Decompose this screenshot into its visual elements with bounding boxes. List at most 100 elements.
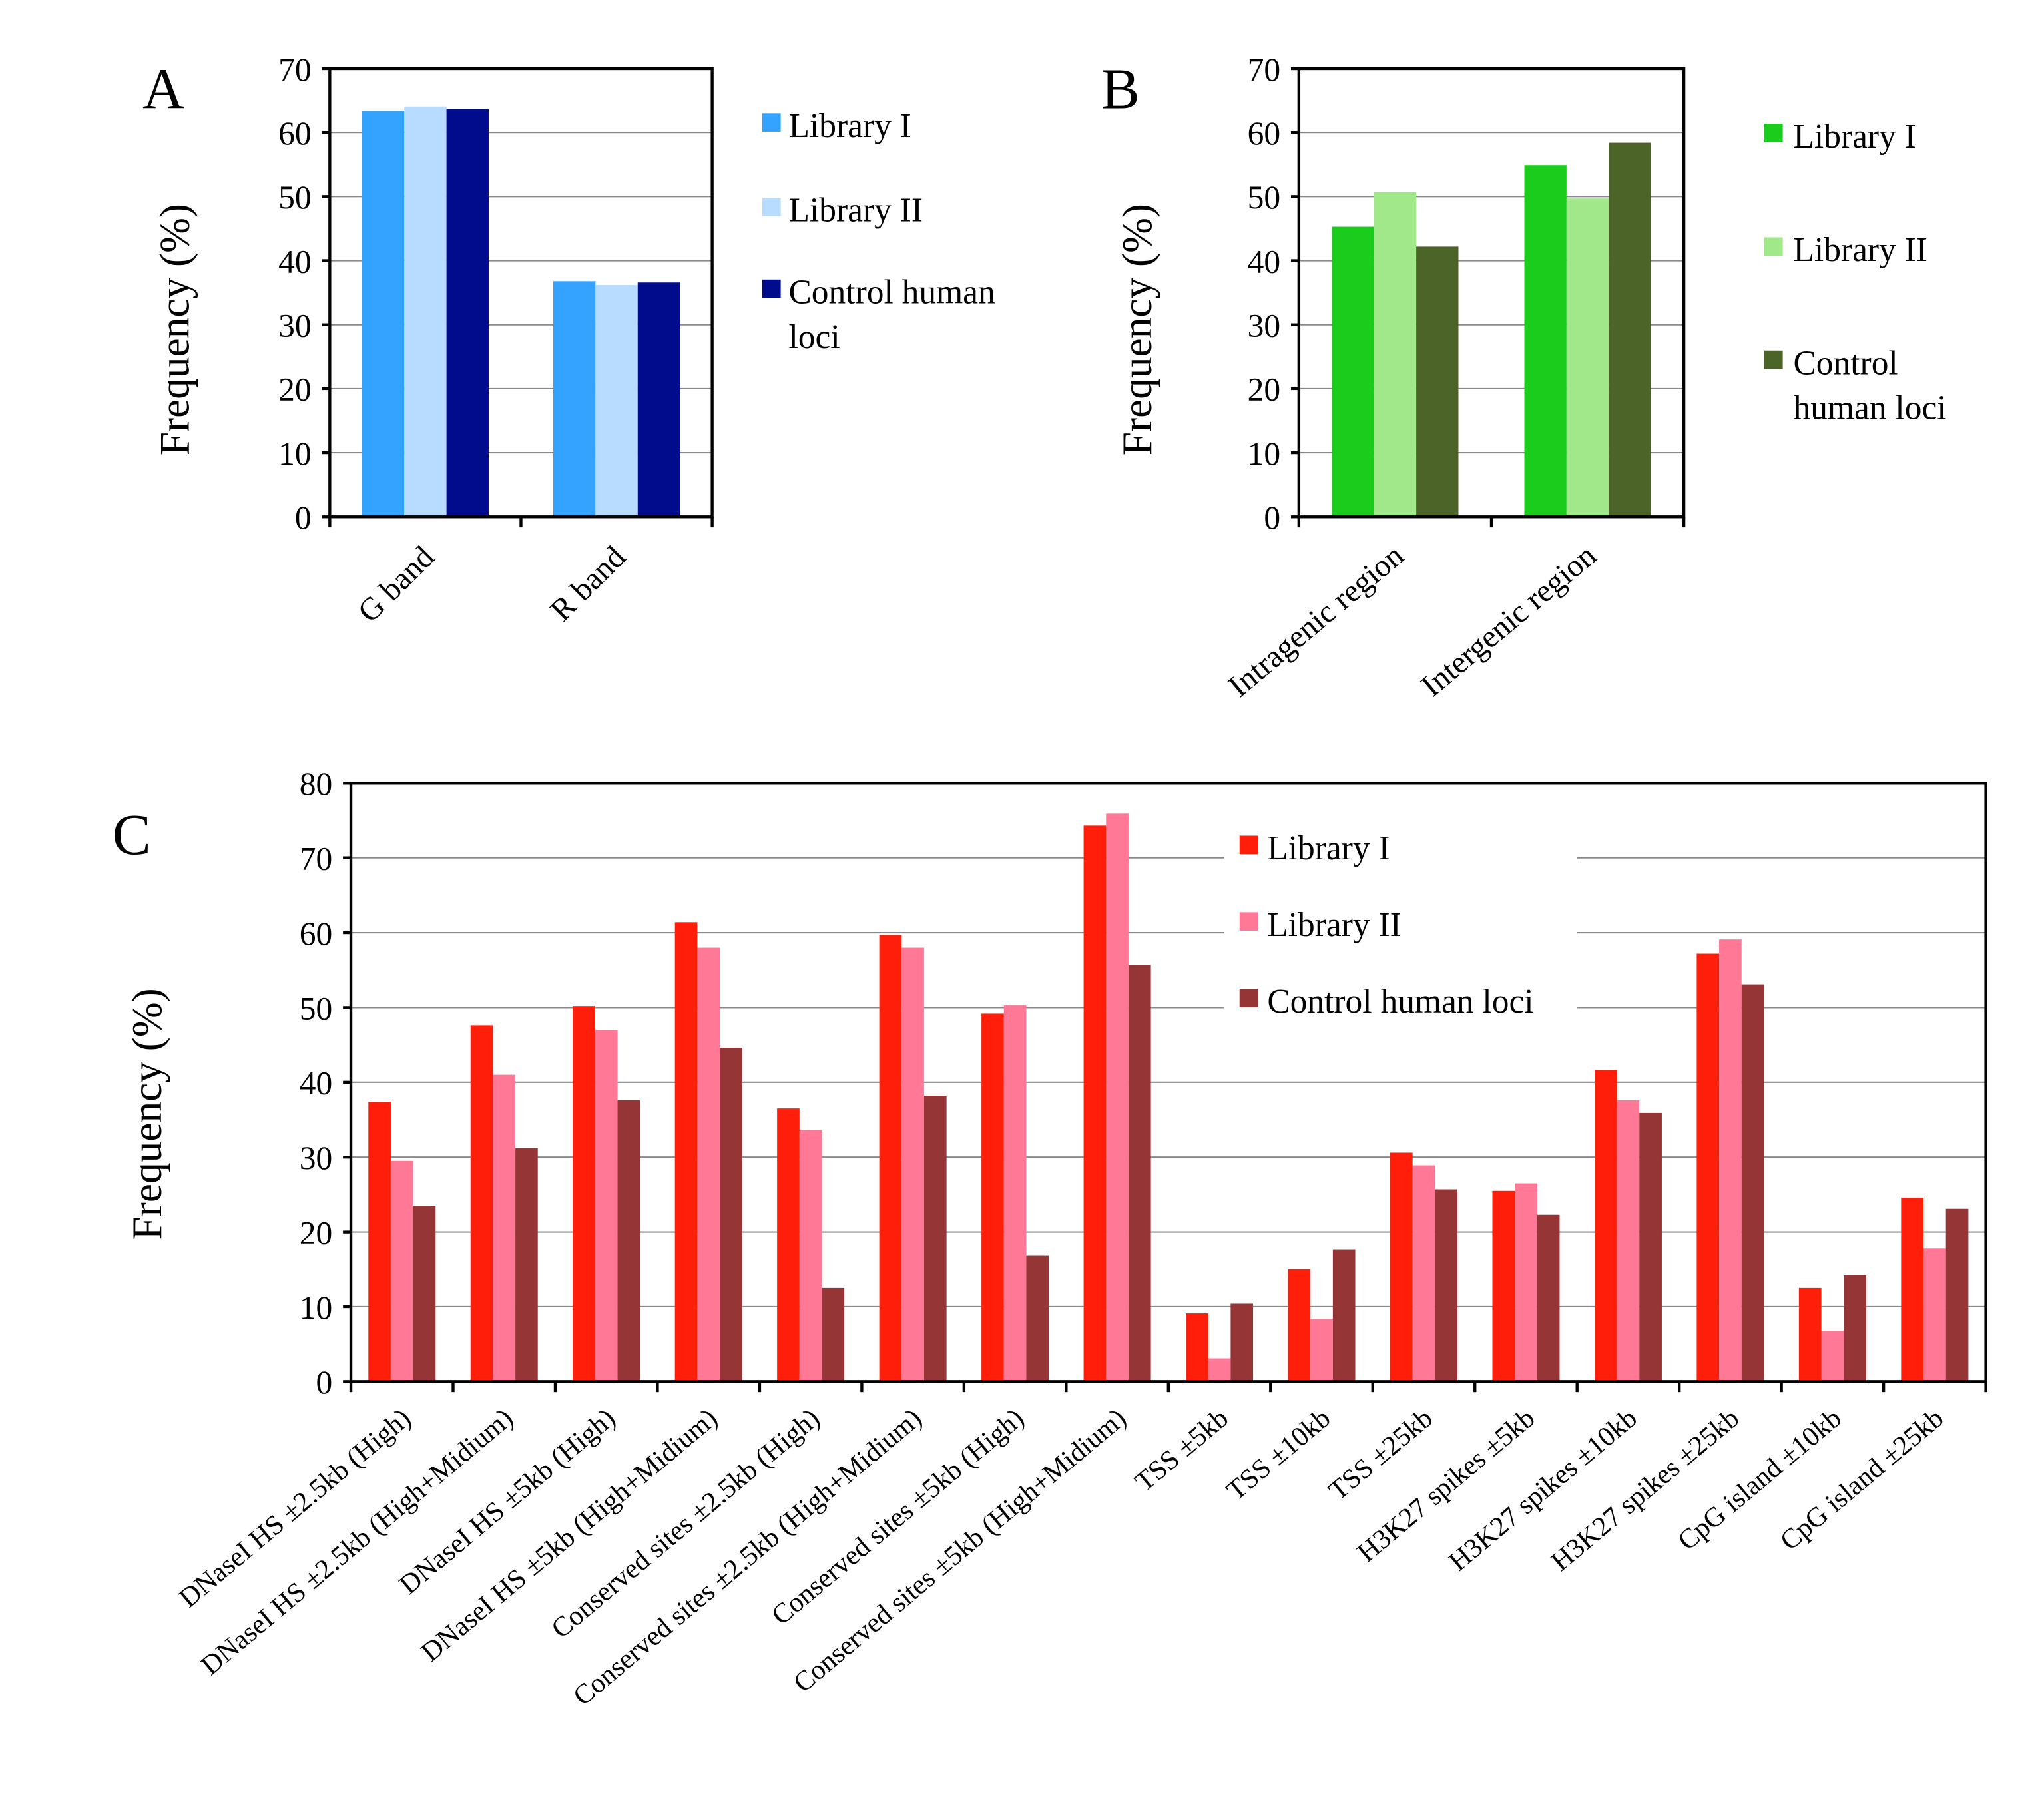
- x-category-label: H3K27 spikes ±25kb: [1545, 1402, 1744, 1576]
- bar-a-series3-cat2: [637, 282, 680, 517]
- bar-c-series3-cat12: [1537, 1214, 1560, 1382]
- bar-c-series2-cat9: [1208, 1358, 1231, 1382]
- legend-label: Library I: [788, 107, 911, 145]
- bar-c-series3-cat3: [617, 1100, 640, 1382]
- bar-c-series3-cat8: [1128, 965, 1151, 1382]
- bar-c-series3-cat14: [1741, 984, 1764, 1382]
- x-category-label: Intragenic region: [1222, 538, 1410, 704]
- chart-panel-a: A 0 10 20 30 40 50 60 70 G band R band Frequency (%…: [142, 51, 995, 630]
- bar-c-series2-cat7: [1003, 1005, 1027, 1382]
- bar-c-series2-cat3: [595, 1030, 618, 1382]
- bar-c-series2-cat6: [901, 947, 924, 1382]
- y-tick-label: 10: [300, 1289, 333, 1326]
- legend-label-line: loci: [788, 318, 840, 356]
- legend-swatch: [1764, 237, 1783, 256]
- bar-c-series1-cat6: [879, 935, 902, 1382]
- legend-background: [1223, 814, 1577, 1042]
- legend-label: Control human loci: [1793, 344, 1946, 427]
- bar-c-series3-cat13: [1639, 1112, 1662, 1382]
- legend-swatch: [762, 279, 781, 298]
- y-tick-label: 0: [295, 499, 312, 536]
- bar-c-series1-cat14: [1696, 953, 1720, 1382]
- bar-c-series1-cat9: [1186, 1313, 1208, 1382]
- legend-label: Library I: [1267, 829, 1390, 867]
- y-tick-label: 20: [278, 371, 311, 408]
- legend-label: Control human loci: [1267, 983, 1533, 1020]
- bar-c-series1-cat13: [1594, 1070, 1617, 1382]
- y-axis-label: Frequency (%): [124, 988, 170, 1240]
- bar-c-series3-cat2: [515, 1148, 538, 1382]
- panel-letter: A: [142, 56, 184, 120]
- y-tick-label: 60: [1248, 115, 1281, 152]
- y-tick-label: 30: [1248, 308, 1281, 344]
- bar-c-series2-cat5: [799, 1130, 822, 1382]
- y-tick-label: 80: [300, 766, 333, 802]
- bar-a-series2-cat2: [595, 285, 638, 517]
- bar-c-series3-cat7: [1026, 1255, 1049, 1382]
- y-axis-label: Frequency (%): [1114, 204, 1160, 455]
- bar-c-series2-cat1: [390, 1160, 413, 1382]
- legend: Library I Library II Control human loci: [1764, 118, 1947, 427]
- bar-c-series1-cat11: [1390, 1152, 1413, 1382]
- legend-label-line: Library I: [1267, 829, 1390, 867]
- bar-c-series2-cat14: [1719, 939, 1742, 1382]
- bar-c-series1-cat16: [1901, 1197, 1924, 1382]
- bar-c-series3-cat16: [1945, 1208, 1969, 1382]
- y-tick-label: 70: [278, 51, 311, 88]
- legend-label-line: Control: [1793, 344, 1898, 382]
- y-tick-label: 10: [1248, 435, 1281, 472]
- legend-label: Control human loci: [788, 273, 995, 355]
- x-category-label: TSS ±5kb: [1129, 1402, 1234, 1497]
- bar-c-series1-cat3: [573, 1006, 595, 1382]
- bar-b-series1-cat1: [1332, 226, 1374, 517]
- legend-swatch: [1239, 835, 1258, 855]
- legend-label-line: Library I: [788, 107, 911, 145]
- y-tick-label: 20: [1248, 371, 1281, 408]
- y-tick-label: 70: [300, 840, 333, 877]
- bar-c-series1-cat8: [1083, 825, 1107, 1382]
- legend-swatch: [1239, 912, 1258, 931]
- bar-a-series1-cat1: [362, 111, 405, 517]
- y-tick-label: 30: [300, 1140, 333, 1176]
- legend-label-line: Library II: [1793, 231, 1927, 269]
- bar-c-series3-cat9: [1230, 1303, 1254, 1382]
- bar-b-series1-cat2: [1524, 165, 1567, 517]
- x-category-label: G band: [352, 539, 441, 629]
- bar-c-series1-cat10: [1288, 1269, 1311, 1382]
- y-tick-label: 30: [278, 308, 311, 344]
- legend-swatch: [762, 198, 781, 216]
- bar-c-series2-cat16: [1923, 1248, 1946, 1382]
- legend-label: Library II: [788, 192, 922, 230]
- y-tick-label: 60: [278, 115, 311, 152]
- bar-c-series1-cat7: [981, 1013, 1004, 1382]
- legend-label: Library II: [1267, 906, 1401, 944]
- bar-c-series1-cat4: [674, 922, 698, 1382]
- legend-label-line: Library I: [1793, 118, 1916, 156]
- bar-b-series2-cat2: [1566, 198, 1609, 517]
- x-category-label: Intergenic region: [1415, 538, 1603, 704]
- bar-a-series2-cat1: [404, 106, 447, 517]
- bar-c-series1-cat12: [1492, 1190, 1515, 1382]
- bar-c-series3-cat1: [413, 1206, 436, 1382]
- bar-c-series1-cat1: [368, 1102, 391, 1382]
- panel-letter: C: [113, 802, 151, 867]
- bar-c-series1-cat2: [470, 1025, 493, 1382]
- y-tick-label: 50: [278, 179, 311, 216]
- y-tick-label: 0: [316, 1364, 333, 1401]
- x-category-label: H3K27 spikes ±5kb: [1351, 1402, 1540, 1568]
- bar-c-series2-cat4: [697, 947, 720, 1382]
- legend-swatch: [1239, 989, 1258, 1007]
- bar-c-series3-cat11: [1435, 1189, 1457, 1382]
- x-category-label: H3K27 spikes ±10kb: [1443, 1402, 1643, 1576]
- bar-c-series3-cat4: [720, 1048, 742, 1382]
- bar-a-series1-cat2: [553, 281, 596, 517]
- y-tick-label: 40: [278, 243, 311, 280]
- bar-c-series2-cat13: [1617, 1100, 1640, 1382]
- bar-c-series2-cat8: [1106, 813, 1129, 1382]
- bar-c-series2-cat10: [1310, 1318, 1333, 1382]
- y-axis-label: Frequency (%): [151, 204, 198, 455]
- legend-swatch: [762, 113, 781, 132]
- bar-c-series2-cat2: [493, 1074, 516, 1382]
- bar-c-series3-cat10: [1332, 1249, 1356, 1382]
